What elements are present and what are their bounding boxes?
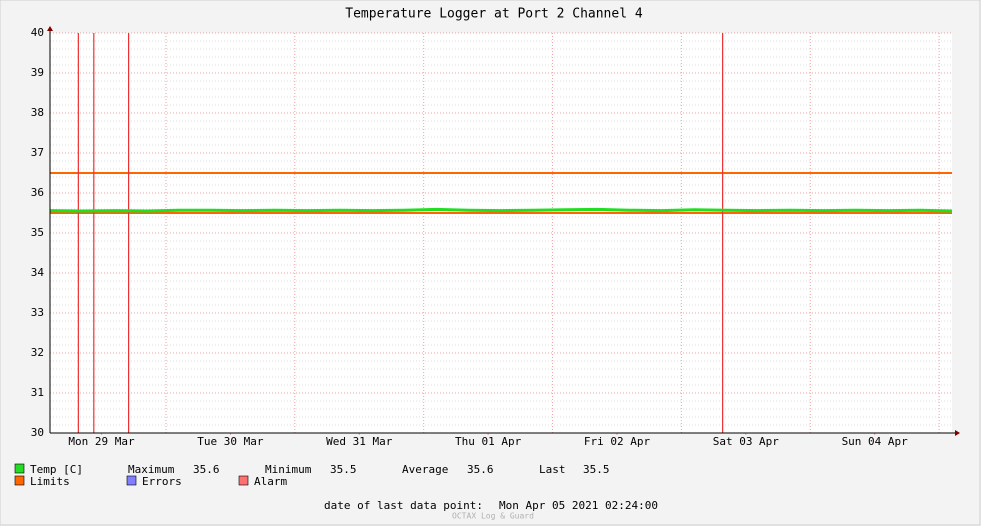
stat-value: 35.5 (583, 463, 610, 476)
watermark: OCTAX Log & Guard (452, 512, 534, 521)
x-tick-label: Mon 29 Mar (68, 435, 135, 448)
y-tick-label: 36 (31, 186, 44, 199)
x-tick-label: Wed 31 Mar (326, 435, 393, 448)
legend-swatch (14, 475, 25, 486)
y-tick-label: 33 (31, 306, 44, 319)
x-tick-label: Sat 03 Apr (713, 435, 780, 448)
stat-value: 35.6 (193, 463, 220, 476)
y-tick-label: 40 (31, 26, 44, 39)
stat-label: Average (402, 463, 448, 476)
legend-label: Alarm (254, 475, 287, 488)
legend-label: Errors (142, 475, 182, 488)
y-tick-label: 30 (31, 426, 44, 439)
x-tick-label: Sun 04 Apr (842, 435, 909, 448)
x-axis-arrow (955, 430, 960, 436)
legend-label: Limits (30, 475, 70, 488)
legend-swatch (126, 475, 137, 486)
y-tick-label: 39 (31, 66, 44, 79)
x-tick-label: Thu 01 Apr (455, 435, 522, 448)
stat-label: Minimum (265, 463, 312, 476)
stat-label: Maximum (128, 463, 175, 476)
chart-title: Temperature Logger at Port 2 Channel 4 (345, 7, 643, 22)
y-axis-arrow (47, 26, 53, 31)
legend-swatch (14, 463, 25, 474)
x-tick-label: Fri 02 Apr (584, 435, 651, 448)
footer-value: Mon Apr 05 2021 02:24:00 (499, 499, 658, 512)
temp-line (49, 207, 953, 213)
y-tick-label: 34 (31, 266, 45, 279)
footer-label: date of last data point: (324, 499, 483, 512)
stat-label: Last (539, 463, 566, 476)
legend-label: Temp [C] (30, 463, 83, 476)
x-tick-label: Tue 30 Mar (197, 435, 264, 448)
stat-value: 35.6 (467, 463, 494, 476)
y-tick-label: 37 (31, 146, 44, 159)
y-tick-label: 38 (31, 106, 44, 119)
y-tick-label: 35 (31, 226, 44, 239)
stat-value: 35.5 (330, 463, 357, 476)
legend-swatch (238, 475, 249, 486)
y-tick-label: 32 (31, 346, 44, 359)
y-tick-label: 31 (31, 386, 44, 399)
